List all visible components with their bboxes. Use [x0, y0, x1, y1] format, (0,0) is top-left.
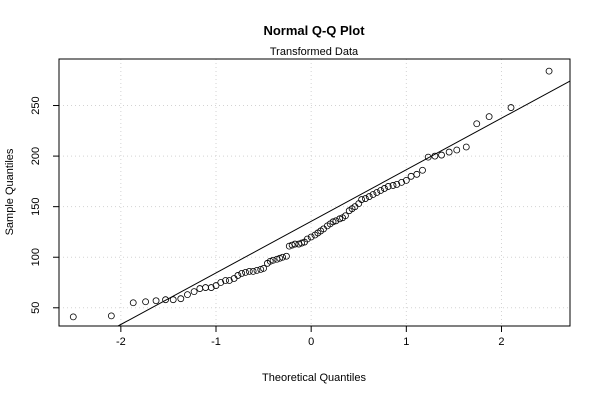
data-point [142, 298, 149, 306]
data-point [238, 270, 246, 277]
data-point [369, 191, 377, 198]
data-point [269, 256, 277, 264]
data-point [162, 296, 169, 304]
data-point [207, 284, 215, 291]
data-point [381, 185, 388, 192]
x-tick-label: 1 [403, 336, 409, 348]
x-tick-label: 0 [308, 336, 314, 348]
data-point [362, 195, 369, 202]
x-axis-label: Theoretical Quantiles [262, 372, 366, 384]
y-tick-label: 250 [30, 96, 42, 114]
data-point [384, 183, 392, 190]
data-point [291, 240, 299, 248]
data-point [177, 295, 185, 303]
data-point [393, 181, 401, 188]
data-point [419, 166, 426, 174]
qq-reference-line [117, 80, 571, 327]
data-point [332, 217, 340, 225]
data-point [398, 178, 405, 186]
reference-line-layer [117, 80, 571, 327]
data-point [307, 233, 315, 241]
data-point [107, 312, 115, 320]
data-point [365, 193, 373, 200]
data-point [453, 146, 461, 154]
data-point [431, 152, 439, 160]
data-point [402, 176, 410, 184]
data-point [342, 212, 349, 220]
data-point [283, 252, 290, 260]
data-point [225, 277, 233, 284]
data-point [545, 67, 553, 75]
data-point [169, 296, 177, 304]
data-point [245, 267, 253, 275]
y-tick-label: 50 [30, 302, 42, 314]
data-point [257, 265, 265, 273]
x-tick-label: -1 [211, 336, 221, 348]
data-point [249, 267, 257, 275]
data-point [212, 282, 220, 289]
chart-subtitle: Transformed Data [270, 46, 359, 58]
data-point [242, 268, 249, 276]
data-point [184, 291, 191, 299]
data-point [389, 182, 397, 189]
data-point [377, 187, 385, 194]
y-tick-label: 100 [30, 248, 42, 266]
data-point [462, 143, 470, 151]
data-point [217, 279, 225, 286]
y-tick-label: 200 [30, 147, 42, 165]
chart-title: Normal Q-Q Plot [263, 23, 365, 38]
data-point [276, 254, 284, 262]
data-point [507, 104, 515, 111]
data-point [336, 215, 344, 223]
data-point [288, 241, 296, 249]
data-point [438, 151, 445, 159]
data-point [266, 257, 274, 265]
y-tick-label: 150 [30, 197, 42, 215]
data-point [152, 297, 160, 305]
data-point [303, 235, 311, 243]
data-point [413, 170, 421, 178]
points-layer [69, 67, 553, 321]
data-point [234, 272, 242, 279]
data-point [253, 266, 261, 274]
data-point [373, 189, 381, 196]
x-tick-label: 2 [498, 336, 504, 348]
data-point [298, 239, 306, 247]
data-point [260, 264, 267, 272]
data-point [329, 218, 337, 226]
grid [59, 59, 570, 326]
data-point [279, 253, 287, 261]
data-point [129, 299, 137, 307]
data-point [473, 120, 481, 128]
y-axis-label: Sample Quantiles [4, 148, 16, 235]
data-point [485, 113, 493, 121]
data-point [358, 196, 366, 203]
x-tick-label: -2 [116, 336, 126, 348]
data-point [190, 288, 198, 296]
plot-frame [58, 58, 571, 327]
data-point [69, 313, 77, 321]
data-point [445, 148, 453, 156]
data-point [222, 277, 229, 284]
data-point [424, 153, 432, 161]
